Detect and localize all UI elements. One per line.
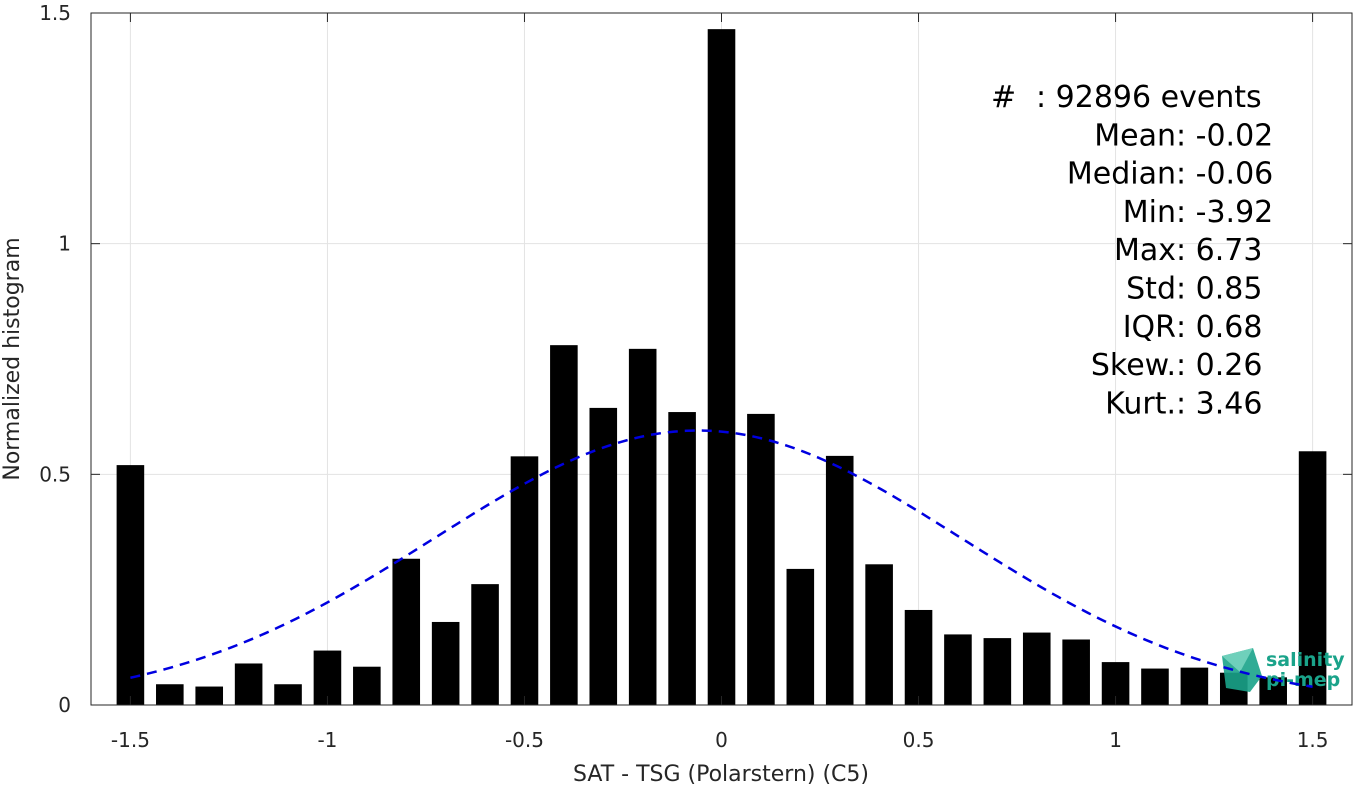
histogram-bar [274, 684, 302, 705]
stat-value: : 0.85 [1176, 272, 1262, 307]
histogram-bar [116, 465, 145, 705]
y-tick-label: 1 [58, 232, 71, 256]
salinity-pimep-logo: salinity pi-mep [1222, 648, 1345, 692]
histogram-bar [707, 29, 736, 705]
stat-label: Mean [1094, 118, 1176, 153]
x-axis-label: SAT - TSG (Polarstern) (C5) [573, 762, 869, 785]
histogram-bar [589, 407, 618, 705]
x-tick-label: -1 [317, 728, 337, 752]
x-tick-label: -1.5 [111, 728, 150, 752]
stat-label: Skew. [1091, 348, 1176, 383]
stat-value: : -0.06 [1176, 157, 1273, 192]
stat-value: : 6.73 [1176, 233, 1262, 268]
x-tick-label: 0.5 [903, 728, 935, 752]
histogram-bar [904, 609, 933, 705]
stat-label: # [991, 80, 1016, 115]
x-tick-label: -0.5 [505, 728, 544, 752]
bars-layer [116, 29, 1327, 705]
histogram-bar [865, 564, 893, 705]
stat-label: Max [1114, 233, 1176, 268]
stat-label: Std [1126, 272, 1176, 307]
stat-label: IQR [1123, 310, 1176, 345]
normal-fit-curve [130, 429, 1313, 688]
histogram-bar [944, 634, 972, 705]
stat-label: Median [1067, 157, 1176, 192]
histogram-bar [628, 348, 657, 705]
axes-layer: -1.5 -1 -0.5 0 0.5 1 1.5 0 0.5 1 1.5 [39, 1, 1353, 752]
histogram-bar [550, 345, 578, 705]
stat-value: : 0.68 [1176, 310, 1262, 345]
histogram-bar [1180, 667, 1209, 705]
histogram-bar [1022, 632, 1051, 705]
histogram-bar [1298, 451, 1327, 705]
histogram-bar [234, 663, 263, 705]
stat-value: : -3.92 [1176, 195, 1273, 230]
histogram-bar [510, 456, 539, 705]
y-tick-label: 0.5 [39, 462, 71, 486]
histogram-bar [1141, 668, 1169, 705]
y-tick-label: 0 [58, 693, 71, 717]
x-tick-label: 0 [715, 728, 728, 752]
histogram-bar [668, 412, 696, 705]
histogram-bar [195, 686, 224, 705]
logo-text-line1: salinity [1266, 649, 1345, 671]
histogram-bar [747, 413, 775, 705]
histogram-bar [392, 558, 421, 705]
histogram-bar [1062, 639, 1090, 705]
stat-value: : 92896 events [1036, 80, 1262, 115]
stat-value: : 0.26 [1176, 348, 1262, 383]
x-tick-label: 1 [1109, 728, 1122, 752]
histogram-bar [825, 455, 854, 705]
histogram-bar [353, 666, 381, 705]
stat-value: : -0.02 [1176, 118, 1273, 153]
histogram-bar [431, 621, 460, 705]
y-axis-label: Normalized histogram [0, 237, 25, 480]
stat-label: Min [1123, 195, 1176, 230]
histogram-bar [313, 650, 342, 705]
histogram-bar [156, 684, 184, 705]
histogram-bar [983, 638, 1012, 705]
logo-text-line2: pi-mep [1266, 669, 1340, 691]
histogram-bar [471, 584, 499, 705]
stat-label: Kurt. [1105, 386, 1176, 421]
y-tick-label: 1.5 [39, 1, 71, 25]
stat-value: : 3.46 [1176, 386, 1262, 421]
x-tick-label: 1.5 [1297, 728, 1329, 752]
logo-mark-facet [1222, 648, 1253, 672]
histogram-bar [786, 568, 815, 705]
